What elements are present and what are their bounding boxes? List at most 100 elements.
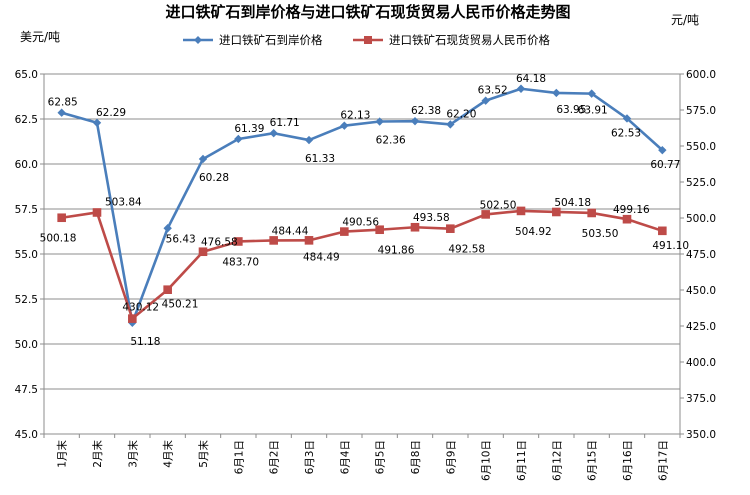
data-label: 60.28 bbox=[199, 172, 229, 184]
left-axis-tick-label: 60.0 bbox=[15, 159, 38, 171]
data-point-square bbox=[658, 226, 667, 236]
x-axis-category-label: 6月11日 bbox=[516, 440, 528, 481]
data-point-diamond bbox=[234, 134, 243, 144]
left-axis-tick-label: 50.0 bbox=[15, 339, 38, 351]
data-label: 430.12 bbox=[122, 302, 159, 314]
data-point-square bbox=[481, 210, 490, 219]
data-label: 484.44 bbox=[272, 225, 309, 237]
data-point-square bbox=[375, 225, 384, 235]
left-axis-tick-label: 45.0 bbox=[15, 429, 38, 441]
data-point-diamond bbox=[163, 224, 172, 233]
data-point-square bbox=[340, 227, 349, 236]
right-axis-tick-label: 400.0 bbox=[686, 357, 716, 369]
data-labels: 62.85 62.29 51.18 56.43 60.28 61.39 61.71 61.33… bbox=[40, 73, 689, 348]
data-label: 484.49 bbox=[303, 251, 340, 263]
data-point-diamond bbox=[658, 145, 667, 155]
data-point-diamond bbox=[57, 108, 66, 117]
data-label: 493.58 bbox=[413, 212, 450, 224]
right-axis-tick-label: 425.0 bbox=[686, 321, 716, 333]
x-axis-category-label: 6月8日 bbox=[410, 440, 422, 474]
data-point-diamond bbox=[269, 129, 278, 138]
x-axis-category-label: 6月16日 bbox=[622, 440, 634, 481]
x-axis-category-label: 4月末 bbox=[162, 440, 175, 468]
data-point-diamond bbox=[304, 135, 314, 145]
x-axis-category-label: 6月17日 bbox=[657, 440, 669, 481]
left-axis-tick-label: 55.0 bbox=[15, 249, 38, 261]
data-point-diamond bbox=[375, 117, 384, 126]
data-label: 504.92 bbox=[515, 226, 552, 238]
x-axis-category-label: 6月3日 bbox=[304, 440, 316, 474]
data-label: 491.86 bbox=[378, 245, 415, 257]
data-point-diamond bbox=[340, 121, 349, 130]
data-label: 63.91 bbox=[578, 105, 608, 117]
data-label: 61.71 bbox=[270, 117, 300, 129]
data-label: 62.53 bbox=[611, 127, 641, 139]
data-label: 499.16 bbox=[613, 204, 650, 216]
data-label: 51.18 bbox=[130, 336, 160, 348]
data-label: 63.95 bbox=[556, 104, 586, 116]
legend-marker-diamond bbox=[194, 36, 202, 44]
data-point-diamond bbox=[481, 96, 490, 105]
data-label: 62.20 bbox=[446, 108, 476, 120]
x-axis-category-label: 6月12日 bbox=[551, 440, 563, 481]
series-line bbox=[61, 87, 664, 325]
right-axis-tick-label: 450.0 bbox=[686, 285, 716, 297]
right-axis-tick-label: 600.0 bbox=[686, 69, 716, 81]
x-axis-category-label: 1月末 bbox=[56, 440, 69, 468]
data-label: 503.50 bbox=[582, 228, 619, 240]
data-label: 62.36 bbox=[376, 135, 406, 147]
data-label: 503.84 bbox=[105, 196, 142, 208]
data-label: 63.52 bbox=[478, 85, 508, 97]
x-axis-category-label: 6月1日 bbox=[233, 440, 245, 474]
left-axis-tick-label: 57.5 bbox=[15, 204, 38, 216]
data-label: 502.50 bbox=[480, 199, 517, 211]
right-axis-unit: 元/吨 bbox=[671, 13, 699, 27]
legend-label: 进口铁矿石现货贸易人民币价格 bbox=[389, 33, 550, 47]
right-axis-tick-label: 475.0 bbox=[686, 249, 716, 261]
x-axis-category-label: 6月2日 bbox=[269, 440, 281, 474]
right-axis-tick-label: 500.0 bbox=[686, 213, 716, 225]
x-axis-category-label: 2月末 bbox=[91, 440, 104, 468]
data-point-square bbox=[57, 213, 66, 223]
data-label: 56.43 bbox=[166, 233, 196, 245]
data-label: 490.56 bbox=[342, 217, 379, 229]
data-point-diamond bbox=[587, 89, 596, 98]
series-line bbox=[61, 209, 663, 320]
data-point-square bbox=[552, 207, 561, 217]
data-point-square bbox=[622, 214, 632, 224]
data-point-square bbox=[269, 236, 278, 245]
legend: 进口铁矿石到岸价格 进口铁矿石现货贸易人民币价格 bbox=[183, 33, 550, 47]
data-label: 62.85 bbox=[48, 97, 78, 109]
gridlines bbox=[43, 73, 681, 435]
x-axis-category-label: 3月末 bbox=[126, 440, 139, 468]
axes: 45.0 47.5 50.0 52.5 55.0 57.5 60.0 62.5 65.0 350.… bbox=[15, 69, 716, 481]
data-label: 492.58 bbox=[448, 244, 485, 256]
left-axis-tick-label: 65.0 bbox=[15, 69, 38, 81]
x-axis-category-label: 5月末 bbox=[197, 440, 210, 468]
data-point-square bbox=[128, 314, 137, 323]
data-point-diamond bbox=[410, 116, 420, 126]
data-point-square bbox=[163, 285, 172, 294]
data-label: 61.39 bbox=[234, 123, 264, 135]
right-axis-tick-label: 350.0 bbox=[686, 429, 716, 441]
right-axis-tick-label: 525.0 bbox=[686, 177, 716, 189]
data-label: 62.29 bbox=[96, 107, 126, 119]
left-axis-tick-label: 62.5 bbox=[15, 114, 38, 126]
data-label: 500.18 bbox=[40, 233, 77, 245]
right-axis-tick-label: 550.0 bbox=[686, 141, 716, 153]
data-label: 61.33 bbox=[305, 153, 335, 165]
data-point-square bbox=[92, 208, 102, 217]
data-point-diamond bbox=[92, 118, 102, 127]
chart-title: 进口铁矿石到岸价格与进口铁矿石现货贸易人民币价格走势图 bbox=[165, 3, 570, 21]
legend-marker-square bbox=[364, 36, 372, 44]
series-layer bbox=[57, 84, 667, 327]
x-axis-category-label: 6月10日 bbox=[481, 440, 493, 481]
data-point-diamond bbox=[622, 114, 632, 123]
data-point-square bbox=[304, 236, 314, 245]
x-axis-category-label: 6月5日 bbox=[375, 440, 387, 474]
data-point-diamond bbox=[446, 120, 455, 129]
data-label: 64.18 bbox=[516, 73, 546, 85]
data-label: 450.21 bbox=[162, 299, 199, 311]
data-point-square bbox=[446, 224, 455, 233]
